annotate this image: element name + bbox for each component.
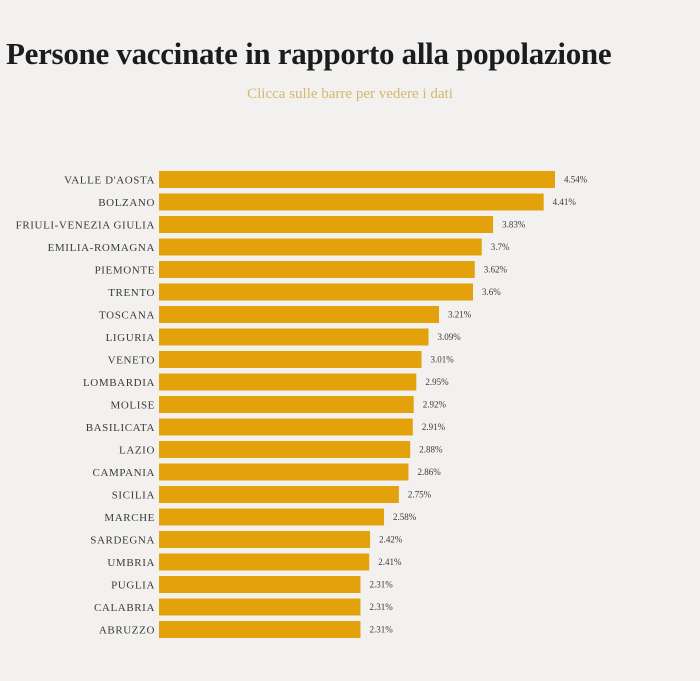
value-label: 4.41% bbox=[553, 197, 577, 207]
category-label: MOLISE bbox=[110, 400, 155, 412]
bar[interactable] bbox=[159, 553, 370, 571]
bar[interactable] bbox=[159, 621, 361, 638]
value-label: 3.62% bbox=[484, 265, 508, 275]
category-label: UMBRIA bbox=[107, 557, 155, 569]
bar[interactable] bbox=[159, 216, 494, 233]
bar[interactable] bbox=[159, 396, 414, 413]
value-label: 2.31% bbox=[369, 625, 393, 635]
category-label: MARCHE bbox=[104, 512, 155, 524]
category-label: VENETO bbox=[108, 355, 155, 367]
category-label: CALABRIA bbox=[94, 602, 155, 614]
category-label: TRENTO bbox=[108, 287, 155, 299]
value-label: 3.6% bbox=[482, 287, 501, 297]
bar[interactable] bbox=[159, 171, 555, 188]
bar[interactable] bbox=[159, 418, 413, 436]
bar[interactable] bbox=[159, 283, 474, 301]
category-label: BASILICATA bbox=[86, 422, 155, 434]
category-label: TOSCANA bbox=[99, 310, 155, 322]
bar[interactable] bbox=[159, 328, 429, 346]
chart-subtitle: Clicca sulle barre per vedere i dati bbox=[247, 86, 453, 102]
value-label: 3.21% bbox=[448, 310, 472, 320]
value-label: 3.83% bbox=[502, 220, 526, 230]
value-label: 2.75% bbox=[408, 490, 432, 500]
value-label: 2.86% bbox=[417, 467, 441, 477]
category-label: EMILIA-ROMAGNA bbox=[48, 242, 155, 254]
bar[interactable] bbox=[159, 373, 417, 391]
value-label: 3.09% bbox=[438, 332, 462, 342]
value-label: 3.01% bbox=[431, 355, 455, 365]
value-label: 2.42% bbox=[379, 535, 403, 545]
value-label: 2.31% bbox=[369, 580, 393, 590]
bar[interactable] bbox=[159, 261, 475, 278]
category-label: BOLZANO bbox=[98, 197, 155, 209]
category-label: LOMBARDIA bbox=[83, 377, 155, 389]
category-label: PUGLIA bbox=[111, 580, 155, 592]
category-label: FRIULI-VENEZIA GIULIA bbox=[16, 220, 155, 232]
bar[interactable] bbox=[159, 306, 439, 323]
bar[interactable] bbox=[159, 238, 482, 256]
value-label: 2.92% bbox=[423, 400, 447, 410]
category-label: SICILIA bbox=[112, 490, 155, 502]
chart-title: Persone vaccinate in rapporto alla popol… bbox=[6, 36, 612, 71]
bar[interactable] bbox=[159, 351, 422, 368]
category-label: LAZIO bbox=[119, 445, 155, 457]
bar[interactable] bbox=[159, 531, 371, 548]
category-label: LIGURIA bbox=[106, 332, 155, 344]
value-label: 2.41% bbox=[378, 557, 402, 567]
value-label: 2.31% bbox=[369, 602, 393, 612]
category-label: ABRUZZO bbox=[99, 625, 155, 637]
value-label: 2.91% bbox=[422, 422, 446, 432]
category-label: CAMPANIA bbox=[93, 467, 155, 479]
bar[interactable] bbox=[159, 193, 544, 211]
category-label: VALLE D'AOSTA bbox=[64, 175, 155, 187]
bar[interactable] bbox=[159, 508, 385, 526]
bar[interactable] bbox=[159, 598, 361, 616]
category-label: PIEMONTE bbox=[95, 265, 155, 277]
bar[interactable] bbox=[159, 463, 409, 481]
value-label: 2.88% bbox=[419, 445, 443, 455]
value-label: 4.54% bbox=[564, 175, 588, 185]
bar[interactable] bbox=[159, 441, 411, 458]
value-label: 2.58% bbox=[393, 512, 417, 522]
value-label: 2.95% bbox=[425, 377, 449, 387]
category-label: SARDEGNA bbox=[90, 535, 155, 547]
value-label: 3.7% bbox=[491, 242, 510, 252]
bar[interactable] bbox=[159, 486, 399, 503]
bar[interactable] bbox=[159, 576, 361, 593]
